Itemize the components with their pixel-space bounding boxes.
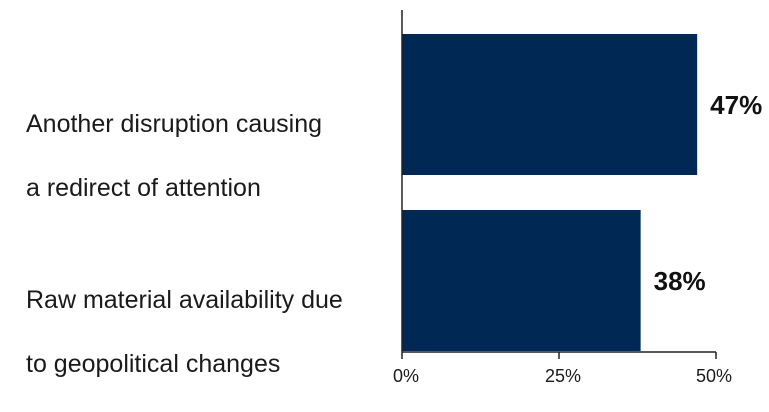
category-label-2-line-2: to geopolitical changes bbox=[26, 350, 281, 378]
bar-chart: Another disruption causing a redirect of… bbox=[26, 10, 763, 386]
value-label-1: 47% bbox=[710, 89, 763, 120]
plot-area bbox=[401, 10, 717, 359]
category-label-1-line-1: Another disruption causing bbox=[26, 110, 323, 138]
x-tick-label-0: 0% bbox=[392, 366, 420, 386]
category-label-1-line-2: a redirect of attention bbox=[26, 174, 261, 202]
category-label-2-line-1: Raw material availability due bbox=[26, 286, 343, 314]
bar-2 bbox=[402, 210, 641, 351]
category-label-2: Raw material availability due to geopoli… bbox=[26, 252, 386, 412]
x-tick-label-50: 50% bbox=[695, 366, 733, 386]
value-label-2: 38% bbox=[653, 265, 706, 296]
bar-1 bbox=[402, 34, 698, 175]
category-label-1: Another disruption causing a redirect of… bbox=[26, 76, 386, 236]
x-tick-label-25: 25% bbox=[544, 366, 582, 386]
